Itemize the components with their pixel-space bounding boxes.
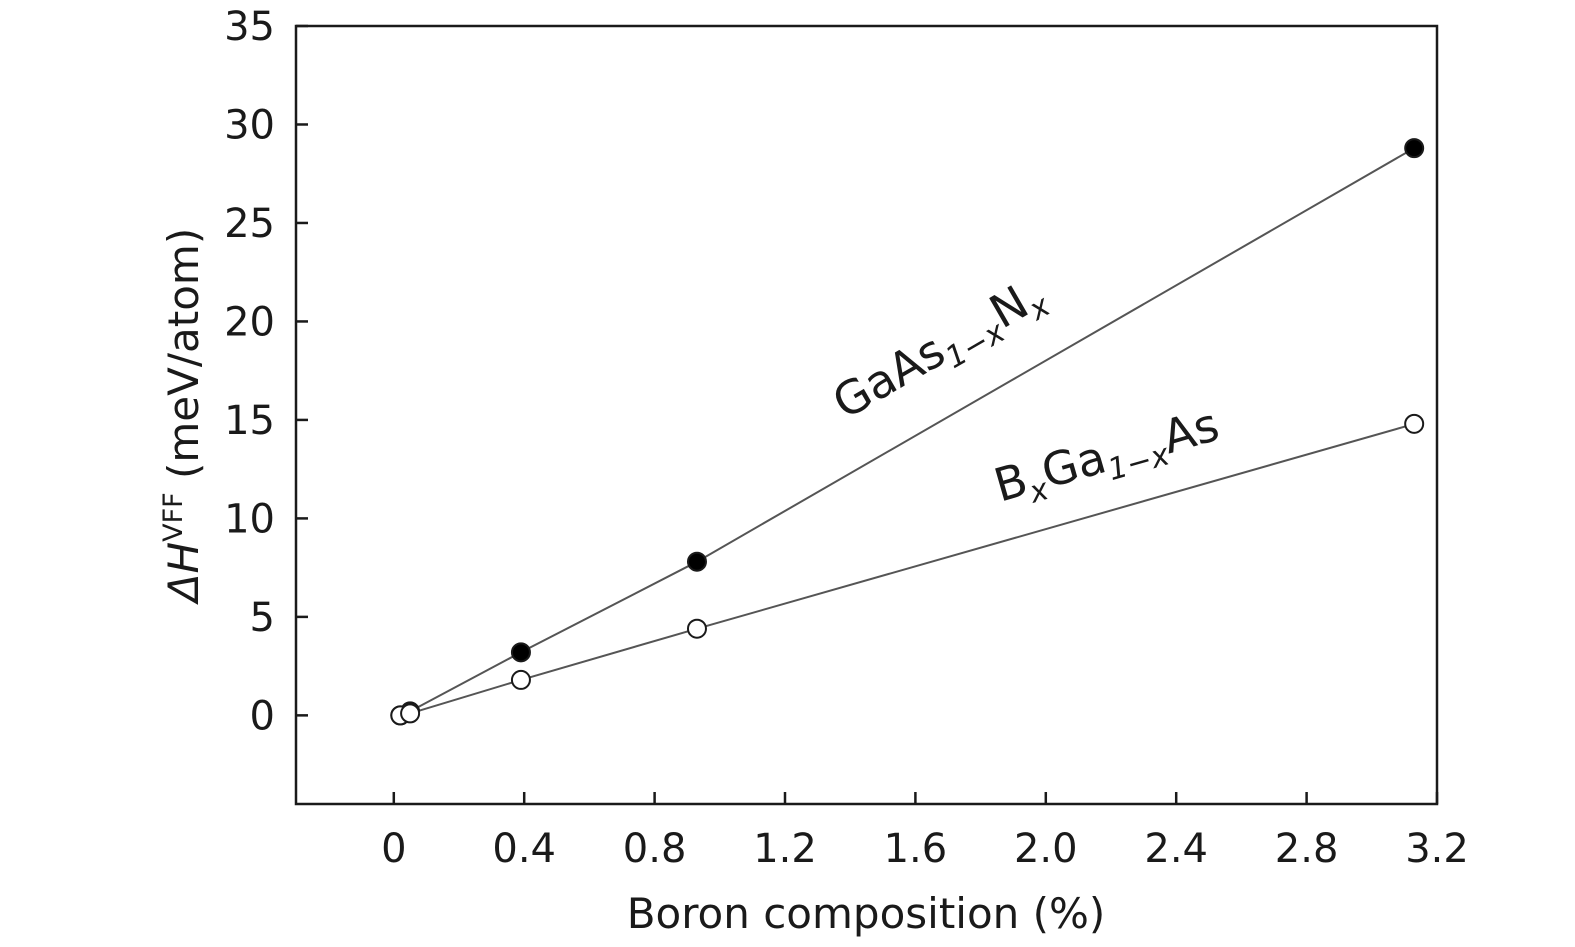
data-point-gaasn — [1404, 138, 1425, 159]
y-axis-symbol: ΔH — [159, 542, 208, 605]
x-tick-label: 1.2 — [753, 826, 817, 872]
data-point-bgaas — [686, 618, 707, 639]
y-axis-title: ΔHVFF (meV/atom) — [158, 228, 208, 605]
data-point-bgaas — [400, 703, 421, 724]
y-tick-label: 35 — [224, 4, 275, 50]
y-tick-label: 25 — [224, 201, 275, 247]
series-label-bgaas: BxGa1−xAs — [988, 397, 1226, 519]
x-tick-label: 0 — [381, 826, 406, 872]
plot-frame — [294, 24, 1439, 806]
x-tick-label: 0.8 — [623, 826, 687, 872]
y-tick-label: 30 — [224, 102, 275, 148]
y-tick-label: 10 — [224, 496, 275, 542]
x-tick-label: 1.6 — [884, 826, 948, 872]
data-point-bgaas — [510, 669, 531, 690]
series-label-gaasn: GaAs1−xNx — [824, 266, 1057, 436]
y-tick-label: 5 — [250, 595, 275, 641]
y-axis-superscript: VFF — [158, 492, 189, 542]
y-ticks: 0 5 10 15 20 25 30 35 — [224, 4, 308, 739]
series-lines — [399, 147, 1415, 717]
series-label-gaasn-base: GaAs — [824, 323, 954, 429]
series-markers — [390, 138, 1425, 726]
data-point-gaasn — [510, 642, 531, 663]
x-tick-label: 0.4 — [492, 826, 556, 872]
x-ticks: 0 0.4 0.8 1.2 1.6 2.0 2.4 2.8 3.2 — [381, 792, 1469, 872]
series-label-bgaas-ga: Ga — [1036, 429, 1112, 499]
series-line-gaasn — [399, 147, 1415, 717]
x-tick-label: 2.8 — [1275, 826, 1339, 872]
x-tick-label: 3.2 — [1405, 826, 1469, 872]
y-axis-unit: (meV/atom) — [159, 228, 208, 493]
y-tick-label: 15 — [224, 398, 275, 444]
y-tick-label: 20 — [224, 299, 275, 345]
x-tick-label: 2.0 — [1014, 826, 1078, 872]
data-point-bgaas — [1404, 413, 1425, 434]
series-label-bgaas-sub2: 1−x — [1104, 437, 1173, 488]
y-tick-label: 0 — [250, 693, 275, 739]
series-line-bgaas — [400, 422, 1415, 717]
x-axis-title: Boron composition (%) — [627, 889, 1106, 938]
x-tick-label: 2.4 — [1144, 826, 1208, 872]
data-point-gaasn — [686, 551, 707, 572]
